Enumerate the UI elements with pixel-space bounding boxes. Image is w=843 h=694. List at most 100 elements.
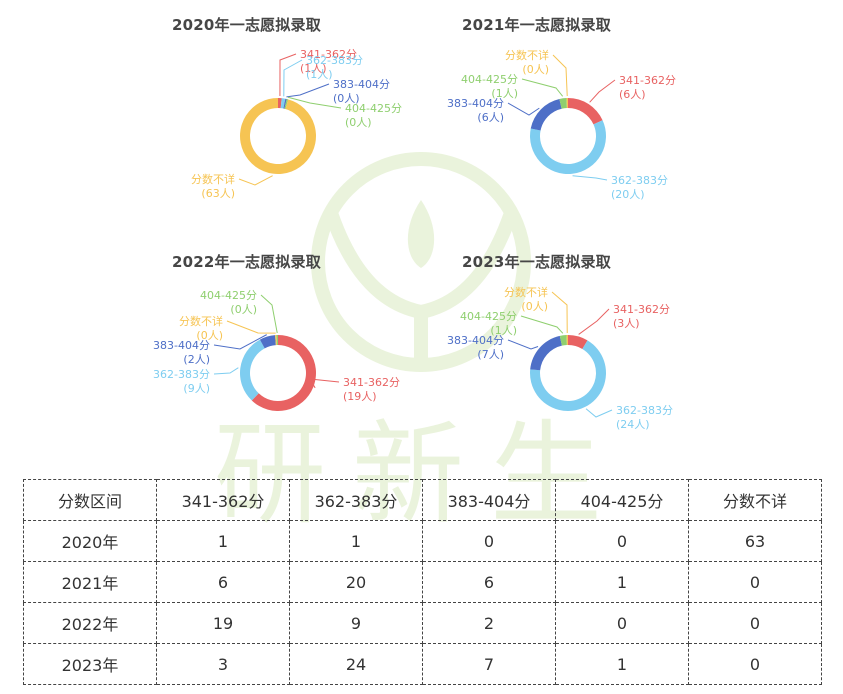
slice-count-label: (63人) bbox=[201, 187, 235, 200]
label-leader-line bbox=[520, 315, 564, 334]
label-leader-line bbox=[507, 102, 540, 116]
table-cell: 1 bbox=[289, 520, 423, 562]
slice-label: 分数不详 bbox=[504, 285, 548, 299]
label-leader-line bbox=[552, 54, 568, 97]
table-row: 2023年 3 24 7 1 0 bbox=[23, 643, 822, 685]
table-cell: 63 bbox=[688, 520, 822, 562]
label-leader-line bbox=[309, 378, 340, 389]
label-leader-line bbox=[507, 339, 539, 350]
slice-label: 341-362分 bbox=[613, 303, 670, 316]
table-row: 2020年 1 1 0 0 63 bbox=[23, 520, 822, 562]
slice-count-label: (0人) bbox=[196, 329, 223, 342]
slice-count-label: (24人) bbox=[616, 418, 650, 431]
donut-slice-362-383 bbox=[530, 120, 606, 174]
table-cell: 6 bbox=[156, 561, 290, 603]
slice-count-label: (20人) bbox=[611, 188, 645, 201]
slice-label: 404-425分 bbox=[461, 73, 518, 86]
donut-slice-341-362 bbox=[568, 98, 603, 125]
slice-count-label: (1人) bbox=[300, 62, 327, 75]
table-cell: 0 bbox=[422, 520, 556, 562]
table-cell: 7 bbox=[422, 643, 556, 685]
chart-2021: 2021年一志愿拟录取 341-362分 (6人) 362-383分 (20人) 383… bbox=[421, 0, 842, 236]
slice-count-label: (0人) bbox=[522, 63, 549, 76]
donut-slice-unknown bbox=[275, 335, 277, 346]
label-leader-line bbox=[578, 308, 610, 335]
label-leader-line bbox=[589, 79, 616, 103]
donut-slice-404-425 bbox=[559, 98, 567, 109]
table-header-cell: 分数区间 bbox=[23, 479, 157, 521]
donut-slice-341-362 bbox=[568, 335, 588, 349]
chart-2020: 2020年一志愿拟录取 341-362分 (1人) 362-383分 (1人) 383-… bbox=[0, 0, 421, 236]
slice-count-label: (0人) bbox=[521, 300, 548, 313]
label-leader-line bbox=[585, 408, 613, 418]
table-cell: 0 bbox=[688, 602, 822, 644]
label-leader-line bbox=[213, 367, 239, 375]
slice-label: 341-362分 bbox=[300, 48, 357, 61]
slice-count-label: (1人) bbox=[306, 68, 333, 81]
table-header-cell: 404-425分 bbox=[555, 479, 689, 521]
slice-label: 404-425分 bbox=[200, 289, 257, 302]
chart-2023-svg: 341-362分(3人) 362-383分(24人) 383-404分(7人) 404… bbox=[447, 285, 673, 431]
table-cell: 3 bbox=[156, 643, 290, 685]
slice-count-label: (6人) bbox=[619, 88, 646, 101]
slice-count-label: (1人) bbox=[490, 324, 517, 337]
slice-label: 362-383分 bbox=[153, 368, 210, 381]
donut-slice-383-404 bbox=[530, 98, 562, 131]
label-leader-line bbox=[279, 53, 297, 97]
table-cell: 19 bbox=[156, 602, 290, 644]
slice-label: 404-425分 bbox=[345, 102, 402, 115]
score-table: 分数区间 341-362分 362-383分 383-404分 404-425分… bbox=[23, 479, 822, 685]
slice-label: 分数不详 bbox=[191, 172, 235, 186]
label-leader-line bbox=[238, 175, 273, 186]
table-cell: 1 bbox=[555, 561, 689, 603]
slice-count-label: (2人) bbox=[183, 353, 210, 366]
table-cell: 2 bbox=[422, 602, 556, 644]
donut-slice-unknown bbox=[566, 98, 568, 109]
slice-count-label: (0人) bbox=[230, 303, 257, 316]
label-leader-line bbox=[287, 96, 342, 109]
table-cell: 2023年 bbox=[23, 643, 157, 685]
donut-slice-341-362 bbox=[278, 98, 282, 109]
table-cell: 0 bbox=[555, 520, 689, 562]
label-leader-line bbox=[260, 294, 278, 334]
label-leader-line bbox=[572, 175, 608, 181]
donut-slice-unknown bbox=[566, 335, 568, 346]
chart-2023: 2023年一志愿拟录取 341-362分 (3人) 362-383分 (24人) 383… bbox=[421, 237, 842, 473]
table-cell: 1 bbox=[156, 520, 290, 562]
slice-count-label: (19人) bbox=[343, 390, 377, 403]
donut-slice-362-383 bbox=[240, 339, 265, 401]
table-cell: 0 bbox=[555, 602, 689, 644]
table-row: 2022年 19 9 2 0 0 bbox=[23, 602, 822, 644]
donut-slice-383-404 bbox=[530, 335, 562, 371]
label-leader-line bbox=[226, 320, 276, 334]
table-cell: 1 bbox=[555, 643, 689, 685]
slice-label: 362-383分 bbox=[306, 54, 363, 67]
table-cell: 2022年 bbox=[23, 602, 157, 644]
donut-slice-383-404 bbox=[283, 98, 287, 109]
label-leader-line bbox=[213, 334, 267, 350]
chart-2021-svg: 341-362分(6人)362-383分(20人)383-404分(6人)404… bbox=[447, 48, 676, 201]
slice-count-label: (9人) bbox=[183, 382, 210, 395]
chart-title: 2022年一志愿拟录取 bbox=[172, 253, 321, 271]
slice-label: 362-383分 bbox=[616, 404, 673, 417]
donut-slice-404-425 bbox=[276, 335, 278, 346]
slice-label: 383-404分 bbox=[153, 339, 210, 352]
slice-count-label: (0人) bbox=[333, 92, 360, 105]
slice-label: 383-404分 bbox=[333, 78, 390, 91]
slice-label: 362-383分 bbox=[611, 174, 668, 187]
donut-slice-404-425 bbox=[284, 99, 289, 110]
slice-label: 383-404分 bbox=[447, 334, 504, 347]
slice-label: 404-425分 bbox=[460, 310, 517, 323]
donut-slice-383-404 bbox=[259, 335, 276, 349]
chart-2022-svg: 341-362分(19人) 362-383分(9人) 383-404分(2人) 分数不… bbox=[153, 289, 400, 411]
chart-2022: 2022年一志愿拟录取 341-362分 (19人) 362-383分 (9人) 383… bbox=[0, 237, 421, 473]
table-cell: 0 bbox=[688, 643, 822, 685]
slice-count-label: (3人) bbox=[613, 317, 640, 330]
table-cell: 2020年 bbox=[23, 520, 157, 562]
slice-count-label: (6人) bbox=[477, 111, 504, 124]
table-cell: 6 bbox=[422, 561, 556, 603]
label-leader-line bbox=[283, 59, 303, 97]
chart-title: 2023年一志愿拟录取 bbox=[462, 253, 611, 271]
slice-label: 分数不详 bbox=[179, 314, 223, 328]
donut-slice-362-383 bbox=[280, 98, 286, 109]
